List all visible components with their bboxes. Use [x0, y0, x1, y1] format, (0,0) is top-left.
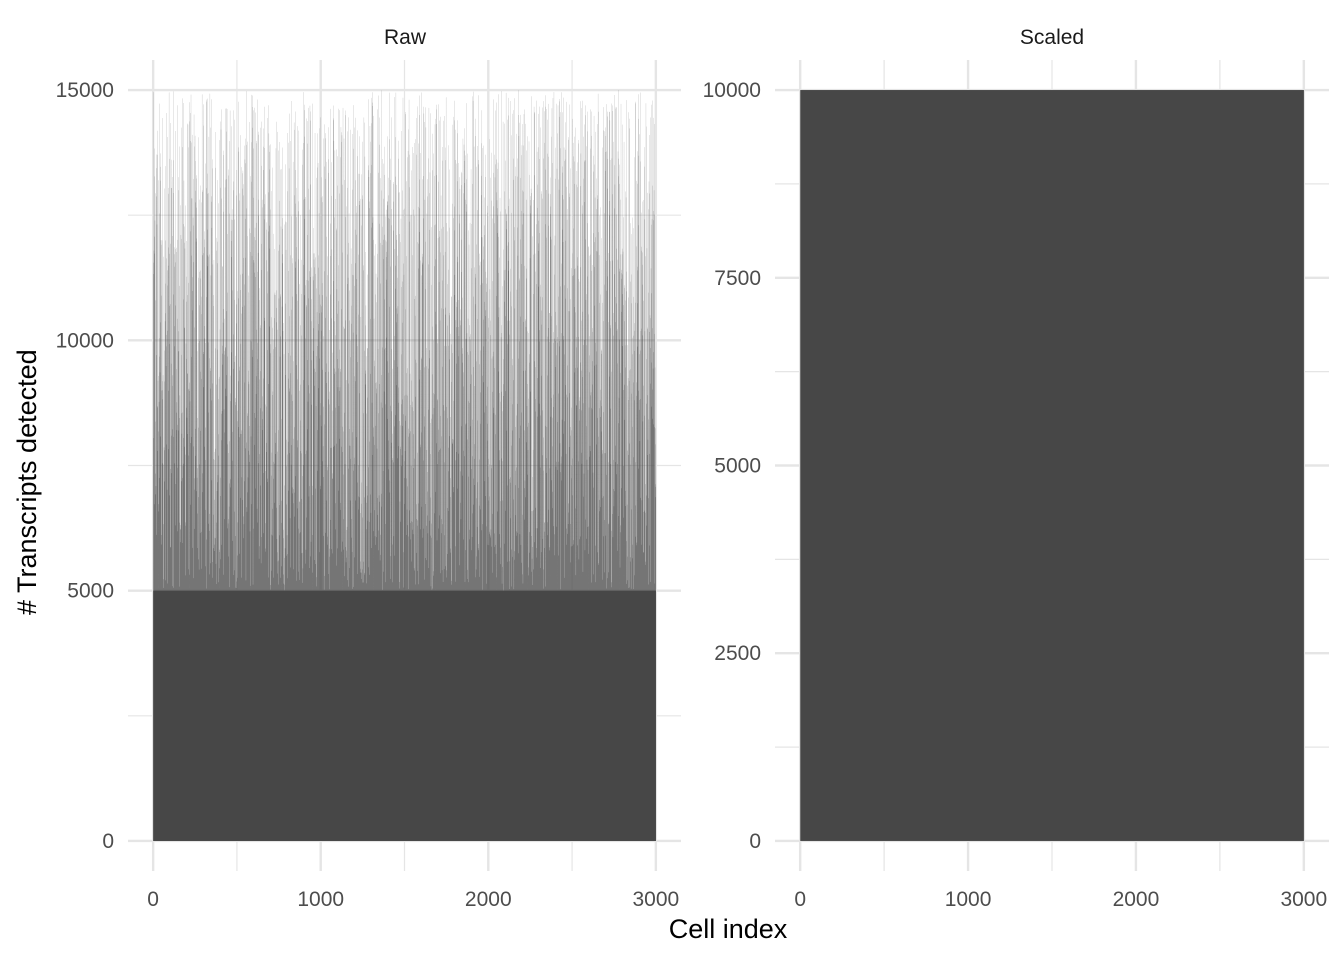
- y-tick-label: 15000: [56, 79, 114, 102]
- bar-scaled: [800, 90, 1304, 841]
- y-tick-label: 7500: [714, 267, 761, 290]
- bars-base-raw: [153, 590, 656, 841]
- x-tick-label: 3000: [1280, 888, 1327, 911]
- x-tick-label: 0: [794, 888, 806, 911]
- y-tick-label: 2500: [714, 642, 761, 665]
- y-tick-label: 5000: [67, 580, 114, 603]
- x-tick-label: 3000: [633, 888, 680, 911]
- y-tick-label: 0: [102, 830, 114, 853]
- panel-title-raw: Raw: [383, 26, 426, 49]
- x-tick-label: 1000: [945, 888, 992, 911]
- y-tick-label: 5000: [714, 455, 761, 478]
- y-axis-title: # Transcripts detected: [12, 349, 42, 615]
- y-tick-label: 0: [749, 830, 761, 853]
- y-tick-label: 10000: [56, 329, 114, 352]
- x-tick-label: 0: [147, 888, 159, 911]
- y-tick-label: 10000: [703, 79, 761, 102]
- x-tick-label: 2000: [465, 888, 512, 911]
- x-tick-label: 1000: [297, 888, 344, 911]
- x-tick-label: 2000: [1113, 888, 1160, 911]
- panel-title-scaled: Scaled: [1019, 26, 1085, 49]
- x-axis-title: Cell index: [668, 914, 788, 944]
